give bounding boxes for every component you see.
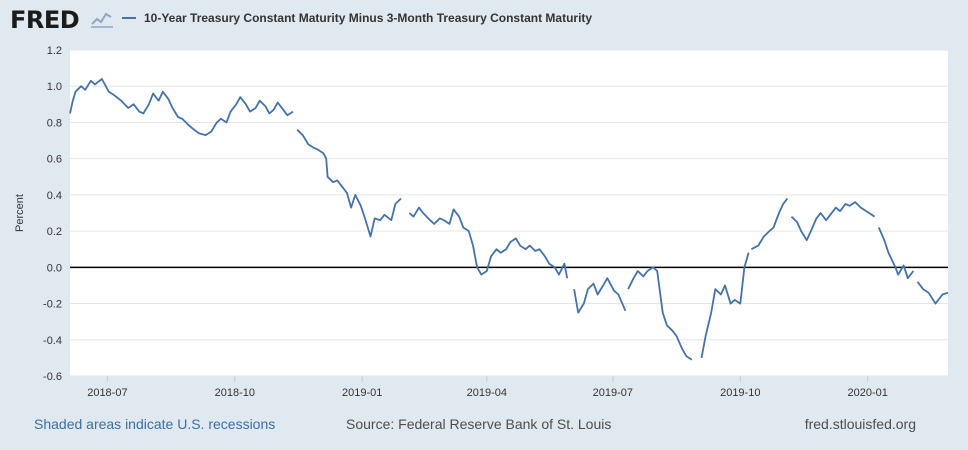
fred-logo-graph-icon <box>90 9 114 29</box>
x-tick-label: 2018-10 <box>215 387 255 399</box>
series-segment[interactable] <box>790 201 876 242</box>
series-segment[interactable] <box>627 266 693 361</box>
x-tick-label: 2019-01 <box>342 387 382 399</box>
site-url[interactable]: fred.stlouisfed.org <box>804 416 916 432</box>
x-axis-ticks: 2018-07 2018-10 2019-01 2019-04 2019-07 2019-… <box>87 376 888 399</box>
chart: -0.6 -0.4 -0.2 0.0 0.2 0.4 0.6 0.8 1.0 1.2 2018-0… <box>43 45 949 399</box>
series-segment[interactable] <box>296 129 402 238</box>
fred-logo: FRED <box>10 6 80 34</box>
y-tick-label: 1.0 <box>47 81 62 93</box>
y-tick-label: 0.0 <box>47 262 62 274</box>
x-tick-label: 2019-10 <box>720 387 760 399</box>
y-tick-label: 0.8 <box>47 117 62 129</box>
series-segment[interactable] <box>916 281 949 305</box>
recessions-note-link[interactable]: Shaded areas indicate U.S. recessions <box>34 416 276 432</box>
source-text: Source: Federal Reserve Bank of St. Loui… <box>346 416 612 432</box>
x-tick-label: 2019-04 <box>467 387 507 399</box>
series-segment[interactable] <box>700 252 750 359</box>
y-tick-label: 0.4 <box>47 190 62 202</box>
y-axis-ticks: -0.6 -0.4 -0.2 0.0 0.2 0.4 0.6 0.8 1.0 1.2 <box>43 45 62 383</box>
y-tick-label: 1.2 <box>47 45 62 57</box>
y-tick-label: 0.6 <box>47 154 62 166</box>
series-segment[interactable] <box>877 227 915 280</box>
series-segment[interactable] <box>750 197 789 250</box>
chart-header: FRED 10-Year Treasury Constant Maturity … <box>0 0 968 40</box>
legend-swatch <box>122 17 136 19</box>
series-segment[interactable] <box>408 206 569 279</box>
series-segment[interactable] <box>573 277 627 314</box>
y-tick-label: -0.6 <box>43 371 62 383</box>
legend-label: 10-Year Treasury Constant Maturity Minus… <box>144 11 593 25</box>
y-tick-label: -0.2 <box>43 299 62 311</box>
series-line[interactable] <box>69 78 949 361</box>
y-tick-label: 0.2 <box>47 226 62 238</box>
series-segment[interactable] <box>69 78 294 136</box>
plot-area <box>70 50 948 376</box>
x-tick-label: 2020-01 <box>847 387 887 399</box>
x-tick-label: 2019-07 <box>593 387 633 399</box>
x-tick-label: 2018-07 <box>87 387 127 399</box>
legend[interactable]: 10-Year Treasury Constant Maturity Minus… <box>122 11 592 25</box>
y-tick-label: -0.4 <box>43 335 62 347</box>
